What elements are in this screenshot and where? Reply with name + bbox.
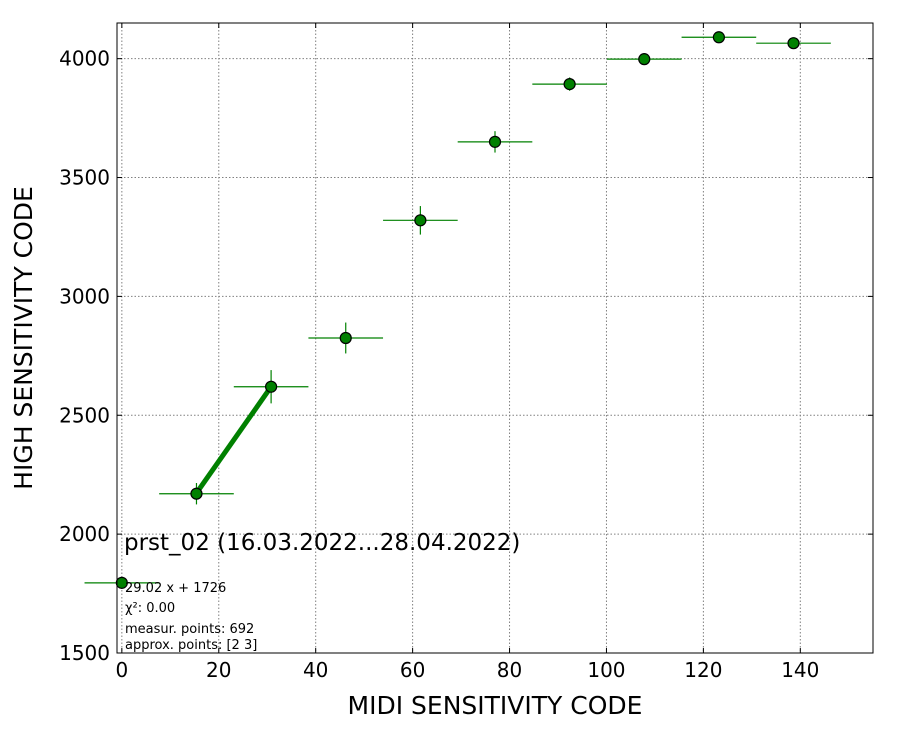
data-point [488, 135, 502, 148]
data-point [190, 487, 203, 500]
x-tick-label: 0 [115, 658, 128, 682]
chart-title: prst_02 (16.03.2022...28.04.2022) [124, 530, 520, 556]
x-tick-label: 40 [303, 658, 328, 682]
y-tick-label: 3000 [59, 284, 110, 308]
plot-frame [116, 22, 874, 654]
x-tick-label: 140 [781, 658, 819, 682]
approx-points-label: approx. points: [2 3] [125, 638, 257, 653]
data-point [414, 214, 427, 227]
y-tick-label: 3500 [59, 166, 110, 190]
fit-line-group [194, 385, 274, 495]
axis-ticks: 0 20 40 60 80 100 120 140 1500 2000 2500 3000 3500 40… [59, 23, 873, 682]
y-tick-label: 2500 [59, 403, 110, 427]
data-point [265, 380, 278, 393]
fit-equation: 29.02 x + 1726 [125, 581, 226, 596]
y-tick-label: 2000 [59, 522, 110, 546]
data-point [339, 331, 352, 345]
y-axis-label: HIGH SENSITIVITY CODE [9, 186, 38, 490]
chi-square-label: χ²: 0.00 [125, 601, 175, 616]
data-point [563, 77, 576, 91]
x-tick-label: 20 [206, 658, 231, 682]
data-point [712, 31, 725, 44]
x-axis-label: MIDI SENSITIVITY CODE [348, 691, 643, 720]
data-point [638, 53, 651, 66]
measured-points-label: measur. points: 692 [125, 622, 254, 637]
x-tick-label: 60 [400, 658, 425, 682]
data-points [115, 31, 800, 589]
y-tick-label: 1500 [59, 641, 110, 665]
x-tick-label: 80 [497, 658, 522, 682]
y-tick-label: 4000 [59, 47, 110, 71]
x-tick-label: 100 [587, 658, 625, 682]
data-point [787, 37, 800, 50]
fit-line [194, 385, 274, 495]
x-tick-label: 120 [684, 658, 722, 682]
data-point [115, 576, 128, 589]
